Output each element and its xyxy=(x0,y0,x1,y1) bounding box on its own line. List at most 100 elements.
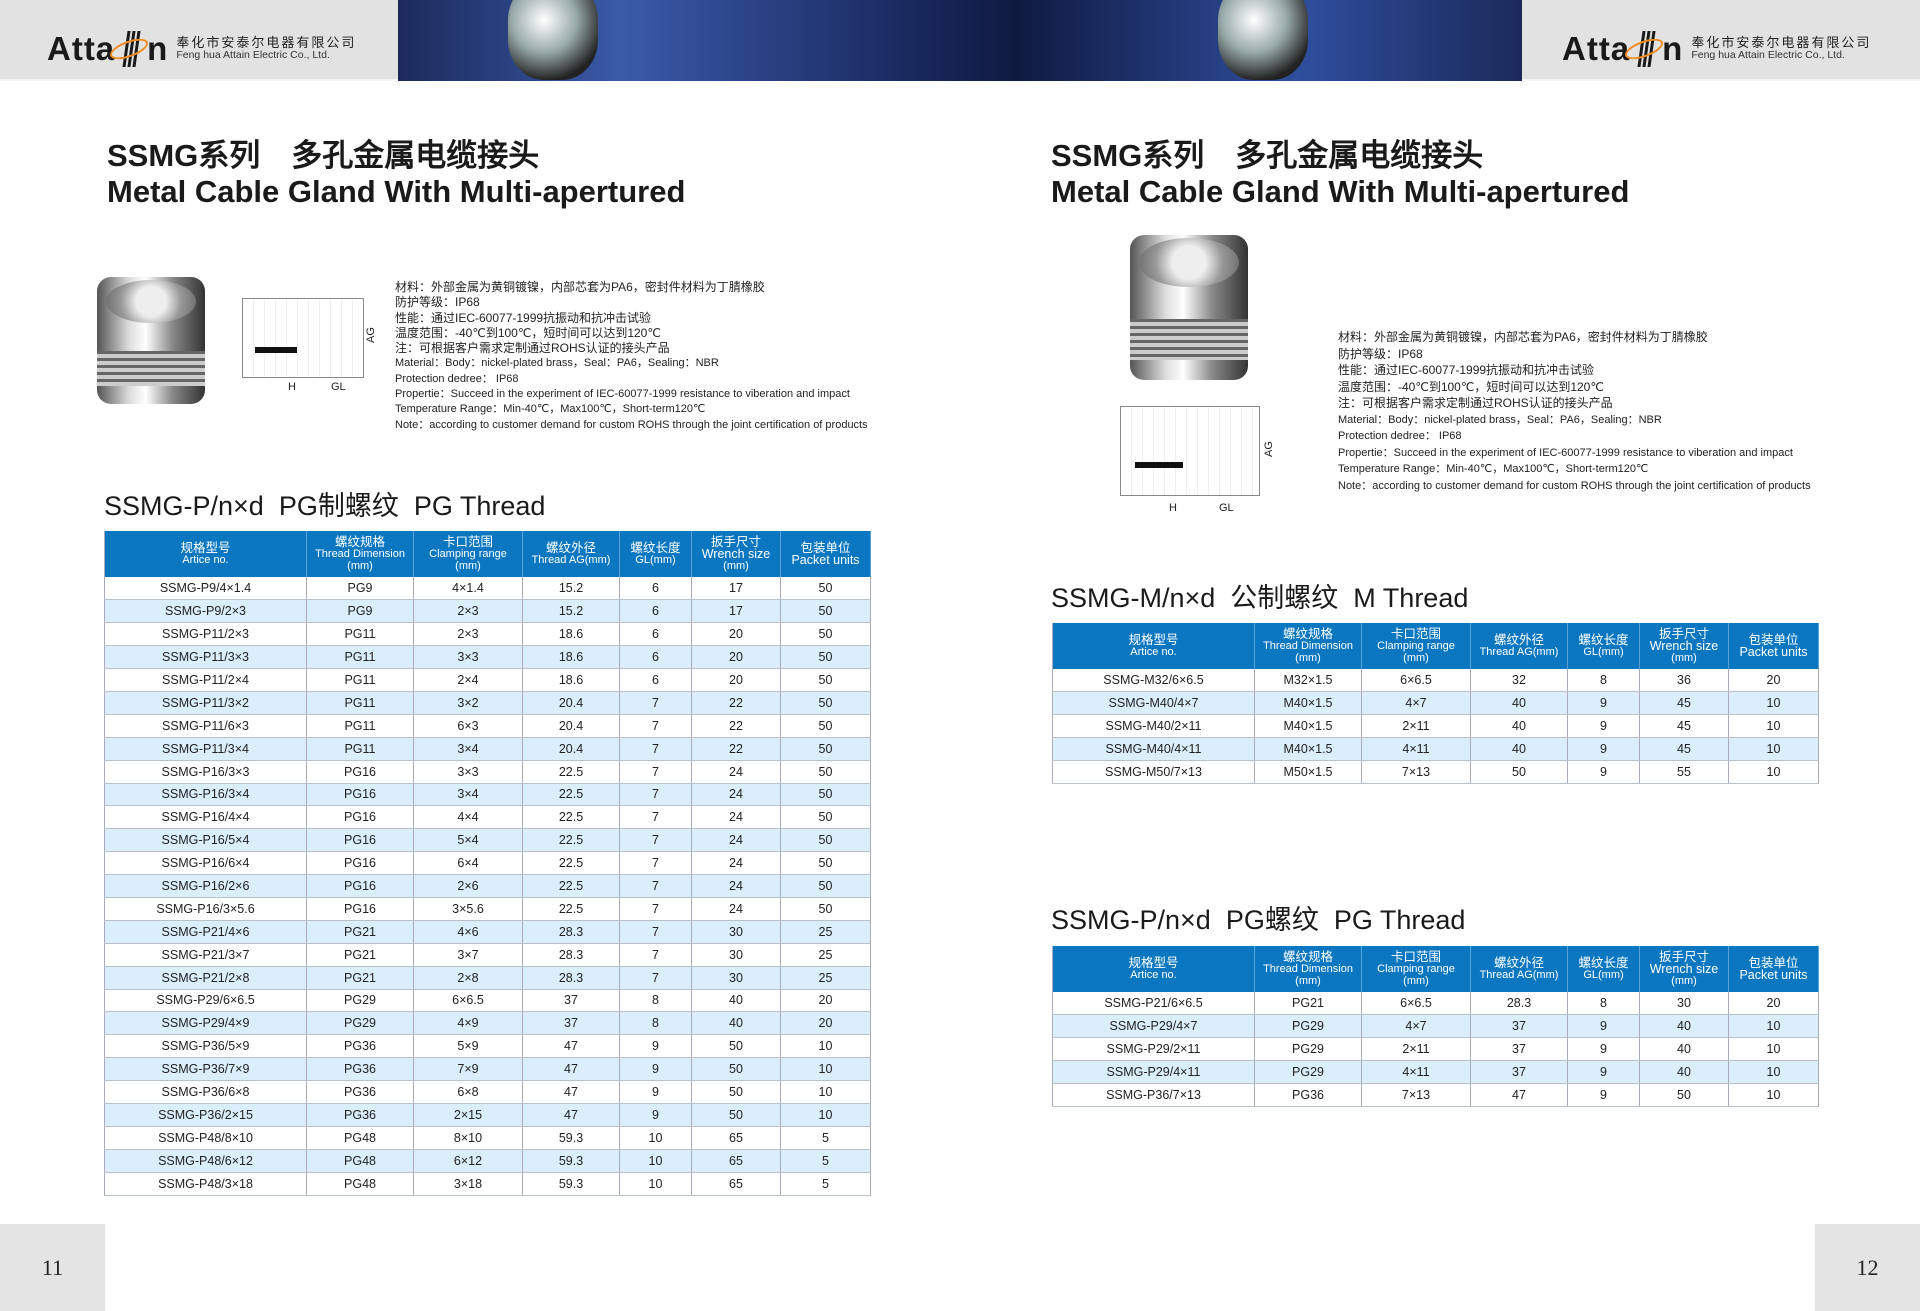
table-cell: 10 xyxy=(1728,760,1819,784)
table-cell: 37 xyxy=(1470,1014,1568,1039)
table-cell: 7×9 xyxy=(413,1057,523,1082)
column-header: 扳手尺寸 Wrench size (mm) xyxy=(691,531,781,577)
table-cell: 20 xyxy=(1728,669,1819,693)
table-row: SSMG-P29/2×11 PG29 2×11 37 9 40 10 xyxy=(1052,1037,1819,1062)
table-row: SSMG-P48/3×18 PG48 3×18 59.3 10 65 5 xyxy=(104,1172,871,1196)
table-row: SSMG-P9/2×3 PG9 2×3 15.2 6 17 50 xyxy=(104,599,871,624)
table-cell: SSMG-P29/4×7 xyxy=(1052,1014,1255,1039)
table-row: SSMG-P11/3×4 PG11 3×4 20.4 7 22 50 xyxy=(104,737,871,761)
table-cell: SSMG-P21/6×6.5 xyxy=(1052,992,1255,1016)
table-cell: SSMG-P29/6×6.5 xyxy=(104,989,307,1013)
dimension-drawing: AG H GL xyxy=(1120,406,1275,514)
table-cell: 50 xyxy=(780,828,871,853)
table-cell: 9 xyxy=(1567,714,1640,739)
dimension-drawing: AG H GL xyxy=(242,298,377,393)
table-cell: 8 xyxy=(1567,992,1640,1016)
table-cell: 9 xyxy=(1567,737,1640,762)
table-cell: 9 xyxy=(1567,1037,1640,1062)
logo-word: n xyxy=(147,30,169,67)
column-header-en: Thread AG(mm) xyxy=(1479,646,1559,658)
table-cell: SSMG-P29/4×11 xyxy=(1052,1060,1255,1085)
table-cell: 6 xyxy=(619,577,692,601)
table-cell: SSMG-P48/8×10 xyxy=(104,1126,307,1150)
table-row: SSMG-M50/7×13 M50×1.5 7×13 50 9 55 10 xyxy=(1052,760,1819,784)
table-cell: 37 xyxy=(1470,1037,1568,1062)
table-cell: SSMG-M40/4×11 xyxy=(1052,737,1255,762)
table-cell: 20.4 xyxy=(522,737,620,761)
table-row: SSMG-P36/7×13 PG36 7×13 47 9 50 10 xyxy=(1052,1083,1819,1107)
table-m-thread: 规格型号 Artice no. 螺纹规格 Thread Dimension (mm) 卡口… xyxy=(1052,623,1819,784)
table-cell: M40×1.5 xyxy=(1254,737,1362,762)
table-cell: SSMG-P36/7×13 xyxy=(1052,1083,1255,1107)
table-cell: 50 xyxy=(1470,760,1568,784)
table-row: SSMG-P21/2×8 PG21 2×8 28.3 7 30 25 xyxy=(104,966,871,990)
spec-line: 注：可根据客户需求定制通过ROHS认证的接头产品 xyxy=(1338,396,1613,410)
column-header-cn: 扳手尺寸 xyxy=(1658,627,1709,641)
column-header-en: (mm) xyxy=(1671,652,1697,664)
table-cell: 40 xyxy=(1470,691,1568,716)
table-header-row: 规格型号 Artice no. 螺纹规格 Thread Dimension (mm) 卡口… xyxy=(104,531,871,577)
table-cell: SSMG-P21/3×7 xyxy=(104,943,307,967)
table-cell: 8×10 xyxy=(413,1126,523,1150)
column-header-cn: 规格型号 xyxy=(1128,633,1179,647)
table-cell: 28.3 xyxy=(522,943,620,967)
table-cell: 10 xyxy=(1728,691,1819,716)
table-cell: 22.5 xyxy=(522,828,620,853)
table-cell: 40 xyxy=(1639,1060,1729,1085)
spec-line: 防护等级：IP68 xyxy=(1338,346,1423,361)
table-cell: 30 xyxy=(691,920,781,944)
column-header: 螺纹规格 Thread Dimension (mm) xyxy=(306,531,414,577)
table-cell: 28.3 xyxy=(522,966,620,990)
table-cell: SSMG-P21/2×8 xyxy=(104,966,307,990)
table-cell: 7 xyxy=(619,760,692,784)
table-cell: 6×3 xyxy=(413,714,523,738)
table-cell: PG29 xyxy=(1254,1014,1362,1039)
column-header-en: GL(mm) xyxy=(1583,646,1624,658)
table-cell: 50 xyxy=(780,714,871,738)
table-cell: 10 xyxy=(1728,737,1819,762)
column-header-cn: 螺纹规格 xyxy=(1282,627,1333,641)
table-cell: 9 xyxy=(1567,760,1640,784)
column-header-en: Artice no. xyxy=(1130,969,1177,981)
table-cell: SSMG-P21/4×6 xyxy=(104,920,307,944)
table-cell: PG21 xyxy=(1254,992,1362,1016)
column-header-en: Thread Dimension xyxy=(1263,963,1353,975)
table-row: SSMG-P9/4×1.4 PG9 4×1.4 15.2 6 17 50 xyxy=(104,577,871,601)
title-en: Metal Cable Gland With Multi-apertured xyxy=(107,174,686,209)
table-cell: PG36 xyxy=(1254,1083,1362,1107)
table-cell: 24 xyxy=(691,874,781,898)
column-header-en: Artice no. xyxy=(182,554,229,566)
table-cell: 7 xyxy=(619,805,692,830)
column-header-en: (mm) xyxy=(1295,975,1321,987)
column-header-cn: 螺纹外径 xyxy=(1493,956,1544,970)
table-cell: SSMG-M32/6×6.5 xyxy=(1052,669,1255,693)
table-cell: PG16 xyxy=(306,805,414,830)
table-cell: SSMG-P11/6×3 xyxy=(104,714,307,738)
table-row: SSMG-P11/2×4 PG11 2×4 18.6 6 20 50 xyxy=(104,668,871,692)
table-cell: 50 xyxy=(780,599,871,624)
table-cell: 17 xyxy=(691,599,781,624)
spec-line: 材料：外部金属为黄铜镀镍，内部芯套为PA6，密封件材料为丁腈橡胶 xyxy=(395,280,765,294)
table-row: SSMG-P11/2×3 PG11 2×3 18.6 6 20 50 xyxy=(104,622,871,647)
table-cell: 36 xyxy=(1639,669,1729,693)
table-cell: 4×4 xyxy=(413,805,523,830)
column-header-cn: 包装单位 xyxy=(1748,956,1799,970)
column-header-en: Wrench size xyxy=(1649,639,1719,653)
table-cell: PG16 xyxy=(306,828,414,853)
column-header-en: Packet units xyxy=(791,553,860,567)
spec-line: Temperature Range：Min-40℃，Max100℃，Short-… xyxy=(395,403,706,416)
column-header: 扳手尺寸 Wrench size (mm) xyxy=(1639,946,1729,992)
table-cell: 5 xyxy=(780,1126,871,1150)
table-cell: SSMG-P36/6×8 xyxy=(104,1080,307,1104)
column-header: 螺纹规格 Thread Dimension (mm) xyxy=(1254,623,1362,669)
table-cell: 6×6.5 xyxy=(1361,669,1471,693)
column-header-en: Packet units xyxy=(1739,645,1808,659)
table-row: SSMG-P21/6×6.5 PG21 6×6.5 28.3 8 30 20 xyxy=(1052,992,1819,1016)
column-header-en: (mm) xyxy=(1671,975,1697,987)
table-cell: 50 xyxy=(780,874,871,898)
table-cell: 2×3 xyxy=(413,622,523,647)
table-cell: PG21 xyxy=(306,966,414,990)
table-cell: 9 xyxy=(1567,691,1640,716)
column-header-cn: 扳手尺寸 xyxy=(710,535,761,549)
table-cell: 20.4 xyxy=(522,714,620,738)
